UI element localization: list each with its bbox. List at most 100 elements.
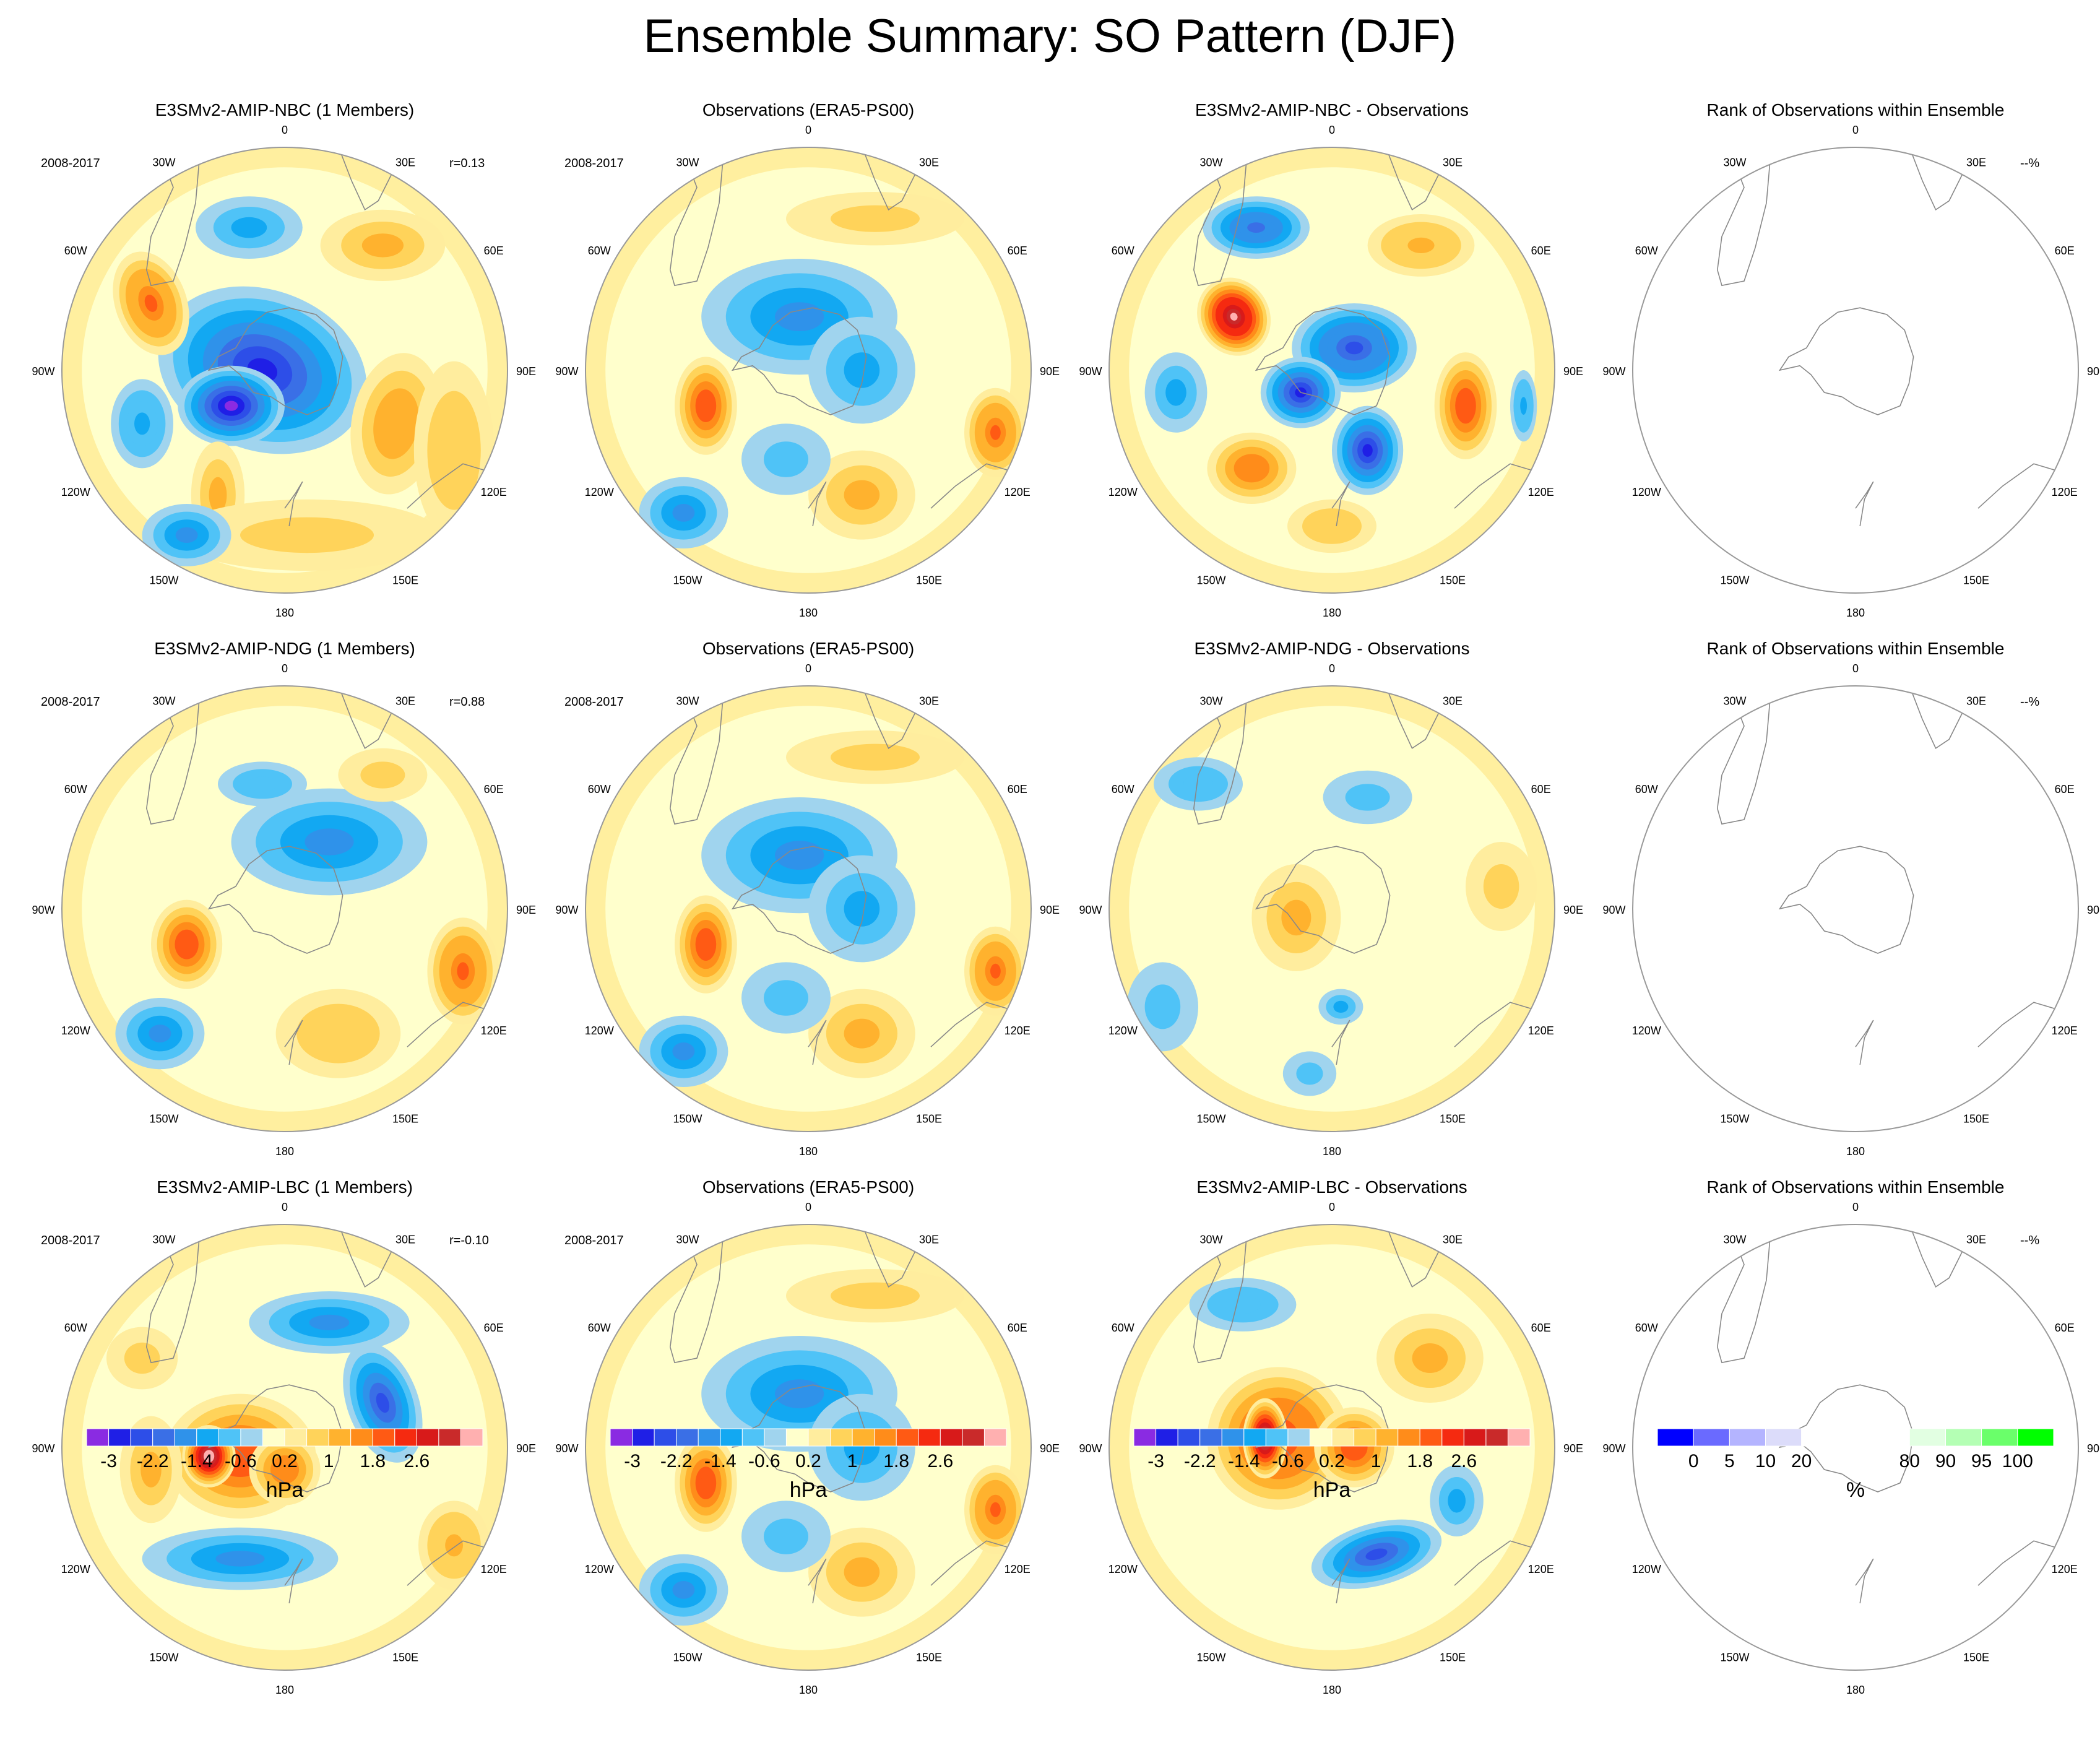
colorbar-tick-label: 1 bbox=[847, 1451, 858, 1471]
longitude-label: 120W bbox=[1108, 1563, 1138, 1575]
contour-region bbox=[1317, 517, 1347, 535]
coastline bbox=[731, 846, 867, 954]
longitude-label: 60E bbox=[1008, 1322, 1027, 1334]
coastline bbox=[1911, 690, 1968, 749]
colorbar-swatch bbox=[632, 1428, 655, 1447]
polar-map: 0 30E 60E 90E 120E 150E 180 150W 120W 90W 60W 30W bbox=[1079, 124, 1583, 619]
longitude-label: 150E bbox=[1440, 1652, 1466, 1664]
longitude-label: 90W bbox=[1079, 904, 1102, 916]
coastline bbox=[340, 1228, 397, 1288]
polar-map: 0 30E 60E 90E 120E 150E 180 150W 120W 90W 60W 30W 20… bbox=[555, 662, 1060, 1158]
contour-region bbox=[134, 412, 150, 435]
coastline bbox=[207, 307, 344, 415]
colorbar-swatch bbox=[1981, 1428, 2018, 1447]
longitude-label: 90W bbox=[1079, 365, 1102, 378]
longitude-label: 150W bbox=[1196, 1652, 1225, 1664]
contour-region bbox=[1225, 1296, 1261, 1314]
longitude-label: 0 bbox=[805, 124, 811, 136]
colorbar-tick-label: 1.8 bbox=[360, 1451, 386, 1471]
contour-region bbox=[206, 1453, 212, 1460]
colorbar-swatch bbox=[372, 1428, 395, 1447]
longitude-label: 60W bbox=[1635, 245, 1658, 257]
colorbar-swatch bbox=[654, 1428, 677, 1447]
longitude-label: 0 bbox=[1852, 1201, 1859, 1213]
longitude-label: 60W bbox=[64, 783, 87, 795]
colorbar: -3 -2.2 -1.4 -0.6 0.2 1 1.8 2.6 hPa bbox=[22, 1423, 547, 1503]
map-border bbox=[1632, 1224, 2079, 1671]
panel-title: E3SMv2-AMIP-LBC - Observations bbox=[1196, 1177, 1467, 1197]
map-panel: Rank of Observations within Ensemble 0 30E… bbox=[1593, 98, 2100, 635]
longitude-label: 150W bbox=[1720, 574, 1749, 587]
contour-region bbox=[1407, 237, 1435, 253]
colorbar-swatch bbox=[284, 1428, 308, 1447]
longitude-label: 90E bbox=[1563, 904, 1583, 916]
colorbar-tick-label: -3 bbox=[1147, 1451, 1164, 1471]
contour-region bbox=[1520, 397, 1527, 415]
map-border bbox=[585, 147, 1032, 594]
period-label: 2008-2017 bbox=[41, 695, 100, 709]
longitude-label: 60W bbox=[588, 1322, 611, 1334]
colorbar-swatch bbox=[1801, 1428, 1838, 1447]
coastline bbox=[207, 846, 344, 954]
contour-region bbox=[1333, 1000, 1349, 1013]
longitude-label: 120E bbox=[1005, 1024, 1031, 1037]
longitude-label: 120W bbox=[61, 1024, 90, 1037]
longitude-label: 150W bbox=[149, 574, 178, 587]
colorbar-swatch bbox=[1309, 1428, 1333, 1447]
longitude-label: 90E bbox=[2087, 904, 2100, 916]
longitude-label: 30W bbox=[1723, 1233, 1746, 1245]
contour-region bbox=[775, 841, 824, 870]
polar-map: 0 30E 60E 90E 120E 150E 180 150W 120W 90W 60W 30W --… bbox=[1602, 124, 2100, 619]
longitude-label: 30W bbox=[152, 695, 175, 707]
map-border bbox=[1632, 147, 2079, 594]
longitude-label: 180 bbox=[1323, 607, 1341, 619]
longitude-label: 90W bbox=[32, 1442, 54, 1455]
correlation-label: --% bbox=[2020, 1234, 2039, 1247]
colorbar-swatch bbox=[874, 1428, 897, 1447]
colorbar-swatch bbox=[1657, 1428, 1694, 1447]
longitude-label: 150E bbox=[1440, 574, 1466, 587]
colorbar-swatch bbox=[1909, 1428, 1946, 1447]
longitude-label: 180 bbox=[1846, 1145, 1865, 1158]
longitude-label: 120E bbox=[481, 486, 507, 498]
coastline bbox=[1778, 846, 1914, 954]
longitude-label: 0 bbox=[1329, 124, 1335, 136]
longitude-label: 0 bbox=[1852, 124, 1859, 136]
contour-region bbox=[1281, 899, 1311, 936]
longitude-label: 90W bbox=[1602, 365, 1625, 378]
contour-region bbox=[1243, 461, 1261, 475]
longitude-label: 90E bbox=[1040, 365, 1060, 378]
coastline bbox=[863, 690, 920, 749]
colorbar-tick-label: -1.4 bbox=[704, 1451, 737, 1471]
longitude-label: 120W bbox=[61, 1563, 90, 1575]
polar-map: 0 30E 60E 90E 120E 150E 180 150W 120W 90W 60W 30W --… bbox=[1602, 1201, 2100, 1696]
colorbar-swatch bbox=[1729, 1428, 1766, 1447]
panel-title: Rank of Observations within Ensemble bbox=[1706, 100, 2005, 119]
coastline bbox=[1855, 481, 1874, 527]
longitude-label: 180 bbox=[1846, 1684, 1865, 1696]
coastline bbox=[669, 1229, 724, 1364]
contour-region bbox=[1448, 1489, 1466, 1513]
colorbar-tick-label: 5 bbox=[1724, 1451, 1735, 1471]
colorbar-swatch bbox=[852, 1428, 875, 1447]
colorbar-swatch bbox=[918, 1428, 941, 1447]
longitude-label: 90E bbox=[1563, 365, 1583, 378]
contour-region bbox=[144, 295, 158, 312]
longitude-label: 30W bbox=[1723, 156, 1746, 168]
map-panel: Observations (ERA5-PS00) 0 30E 60E 90E 120E 15… bbox=[546, 98, 1071, 635]
contour-region bbox=[1483, 864, 1519, 909]
contour-region bbox=[844, 891, 880, 927]
longitude-label: 0 bbox=[282, 124, 288, 136]
longitude-label: 120W bbox=[585, 1024, 614, 1037]
map-background bbox=[1633, 147, 2078, 593]
longitude-label: 0 bbox=[805, 1201, 811, 1213]
colorbar-tick-label: 90 bbox=[1935, 1451, 1956, 1471]
longitude-label: 90W bbox=[555, 1442, 578, 1455]
longitude-label: 90E bbox=[516, 1442, 536, 1455]
colorbar-unit: hPa bbox=[1313, 1478, 1351, 1502]
contour-region bbox=[1144, 984, 1181, 1029]
contour-region bbox=[672, 504, 695, 522]
contour-region bbox=[764, 1518, 808, 1554]
longitude-label: 30E bbox=[919, 1233, 939, 1245]
field-ring bbox=[1109, 686, 1555, 1132]
